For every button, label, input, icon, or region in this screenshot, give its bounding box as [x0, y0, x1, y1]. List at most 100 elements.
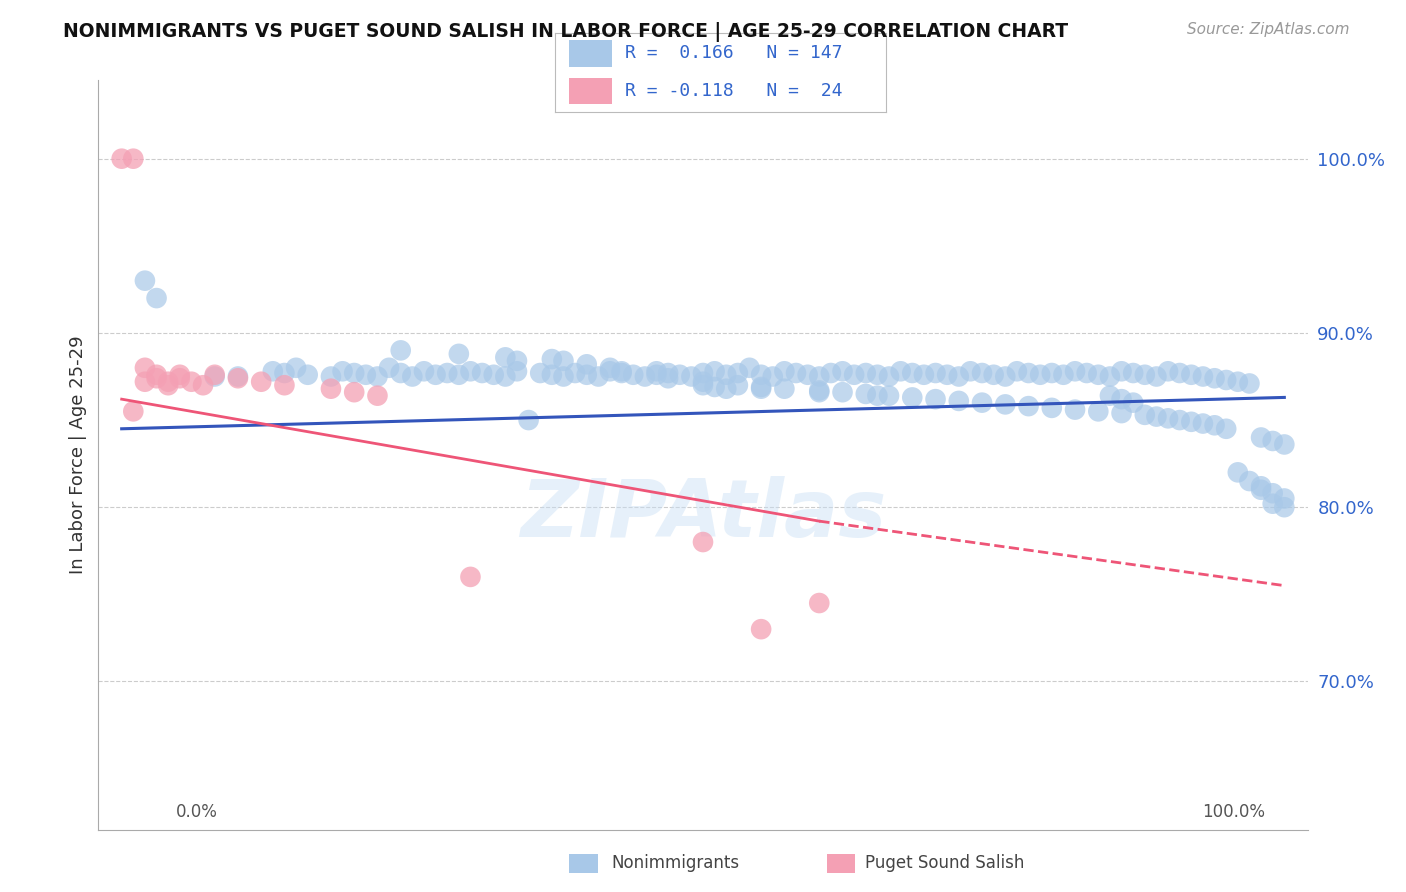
Point	[1040, 366, 1063, 380]
Point	[692, 375, 714, 389]
Point	[610, 364, 633, 378]
Point	[343, 366, 366, 380]
Point	[844, 368, 866, 382]
Text: Nonimmigrants: Nonimmigrants	[612, 855, 740, 872]
Point	[378, 360, 401, 375]
Point	[924, 392, 946, 406]
Point	[1272, 500, 1295, 515]
Text: ZIPAtlas: ZIPAtlas	[520, 475, 886, 554]
Point	[831, 364, 853, 378]
Text: R = -0.118   N =  24: R = -0.118 N = 24	[624, 82, 842, 100]
Point	[1168, 413, 1191, 427]
Point	[494, 351, 516, 365]
Point	[692, 378, 714, 392]
Point	[145, 291, 167, 305]
Point	[1133, 368, 1156, 382]
Point	[959, 364, 981, 378]
Point	[134, 360, 156, 375]
Point	[588, 369, 610, 384]
Point	[970, 366, 993, 380]
Point	[169, 371, 191, 385]
Point	[1052, 368, 1074, 382]
Point	[1204, 371, 1226, 385]
Point	[727, 378, 749, 392]
Point	[1215, 373, 1237, 387]
Point	[1005, 364, 1028, 378]
Point	[389, 343, 412, 358]
Point	[749, 380, 772, 394]
Point	[738, 360, 761, 375]
Point	[820, 366, 842, 380]
Point	[354, 368, 377, 382]
Point	[716, 382, 738, 396]
Point	[1122, 395, 1144, 409]
Text: R =  0.166   N = 147: R = 0.166 N = 147	[624, 45, 842, 62]
Point	[134, 274, 156, 288]
Point	[447, 368, 470, 382]
Point	[773, 382, 796, 396]
Point	[1272, 491, 1295, 506]
Point	[785, 366, 807, 380]
Point	[436, 366, 458, 380]
Point	[1144, 409, 1167, 424]
Point	[297, 368, 319, 382]
Point	[447, 347, 470, 361]
Point	[831, 385, 853, 400]
Point	[901, 366, 924, 380]
Point	[855, 366, 877, 380]
Text: 100.0%: 100.0%	[1202, 803, 1265, 821]
Point	[529, 366, 551, 380]
Point	[924, 366, 946, 380]
Bar	[568, 40, 612, 67]
Point	[226, 371, 249, 385]
Point	[506, 354, 529, 368]
Point	[716, 368, 738, 382]
Point	[901, 391, 924, 405]
Point	[482, 368, 505, 382]
Point	[285, 360, 308, 375]
Point	[692, 535, 714, 549]
Point	[994, 397, 1017, 411]
Point	[1261, 486, 1284, 500]
Point	[773, 364, 796, 378]
Point	[877, 389, 900, 403]
Point	[668, 368, 690, 382]
Point	[1192, 369, 1215, 384]
Point	[970, 395, 993, 409]
Point	[226, 369, 249, 384]
Point	[1111, 392, 1133, 406]
Point	[1064, 364, 1087, 378]
Point	[866, 368, 889, 382]
Point	[1064, 402, 1087, 417]
Point	[1192, 417, 1215, 431]
Point	[1204, 418, 1226, 433]
Point	[575, 368, 598, 382]
Point	[413, 364, 436, 378]
Point	[1040, 401, 1063, 415]
Point	[599, 360, 621, 375]
Point	[134, 375, 156, 389]
Point	[1122, 366, 1144, 380]
Point	[877, 369, 900, 384]
Point	[471, 366, 494, 380]
Point	[401, 369, 423, 384]
Point	[1111, 364, 1133, 378]
Point	[575, 357, 598, 371]
Point	[749, 382, 772, 396]
Point	[703, 380, 725, 394]
Text: Puget Sound Salish: Puget Sound Salish	[865, 855, 1024, 872]
Point	[599, 364, 621, 378]
Point	[1157, 364, 1180, 378]
Point	[1261, 497, 1284, 511]
Point	[122, 404, 145, 418]
Point	[506, 364, 529, 378]
Point	[808, 384, 831, 398]
Point	[1272, 437, 1295, 451]
Point	[727, 366, 749, 380]
Point	[1239, 376, 1261, 391]
Point	[191, 378, 214, 392]
Point	[273, 378, 295, 392]
Point	[657, 366, 679, 380]
Point	[948, 369, 970, 384]
Point	[621, 368, 644, 382]
